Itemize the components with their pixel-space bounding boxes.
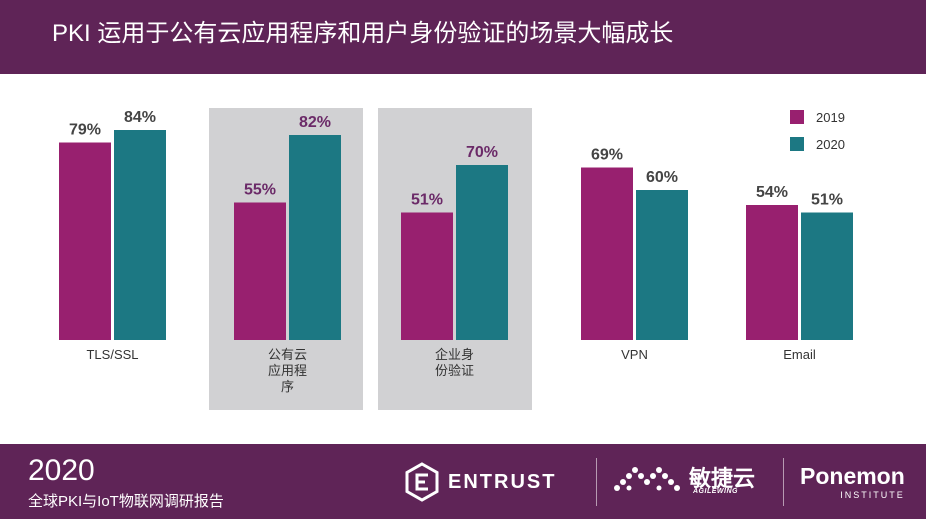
ponemon-logo: Ponemon INSTITUTE	[800, 464, 905, 500]
category-label: 应用程	[268, 363, 307, 378]
legend-swatch-2019	[790, 110, 804, 124]
category-label: 公有云	[268, 347, 307, 362]
bar-2019-4	[746, 205, 798, 340]
entrust-hexagon-icon	[405, 462, 439, 502]
data-label-2020-0: 84%	[124, 109, 156, 126]
agilewing-cn-wordmark: 敏捷云	[689, 466, 756, 491]
entrust-wordmark: ENTRUST	[448, 470, 557, 493]
ponemon-wordmark: Ponemon	[800, 463, 905, 489]
category-label: 企业身	[435, 347, 474, 362]
data-label-2020-3: 60%	[646, 169, 678, 186]
category-label: 份验证	[435, 363, 474, 378]
data-label-2020-1: 82%	[299, 114, 331, 131]
legend-label-2019: 2019	[816, 110, 845, 125]
bar-2019-3	[581, 167, 633, 340]
data-label-2020-2: 70%	[466, 144, 498, 161]
bar-2020-1	[289, 135, 341, 340]
category-label: Email	[783, 347, 816, 362]
bar-2020-3	[636, 190, 688, 340]
report-title: 全球PKI与IoT物联网调研报告	[28, 493, 224, 510]
bar-2020-4	[801, 212, 853, 340]
bar-2020-2	[456, 165, 508, 340]
bar-2019-2	[401, 212, 453, 340]
logo-divider	[783, 458, 784, 506]
entrust-logo: ENTRUST	[404, 462, 556, 502]
data-label-2019-1: 55%	[244, 182, 276, 199]
data-label-2019-0: 79%	[69, 122, 101, 139]
report-year: 2020	[28, 454, 95, 487]
ponemon-institute: INSTITUTE	[840, 490, 905, 500]
data-label-2019-3: 69%	[591, 147, 623, 164]
page-title: PKI 运用于公有云应用程序和用户身份验证的场景大幅成长	[52, 20, 674, 47]
agilewing-dots-icon	[614, 467, 680, 491]
category-label: TLS/SSL	[86, 347, 138, 362]
category-label: VPN	[621, 347, 648, 362]
bar-2019-0	[59, 142, 111, 340]
category-label: 序	[281, 379, 294, 394]
agilewing-logo: 敏捷云 AGILEWING	[613, 464, 756, 495]
legend-label-2020: 2020	[816, 137, 845, 152]
logo-divider	[596, 458, 597, 506]
bar-2019-1	[234, 202, 286, 340]
legend-swatch-2020	[790, 137, 804, 151]
title-bar: PKI 运用于公有云应用程序和用户身份验证的场景大幅成长	[0, 0, 926, 74]
agilewing-en-wordmark: AGILEWING	[693, 488, 738, 495]
data-label-2019-2: 51%	[411, 192, 443, 209]
footer: 2020 全球PKI与IoT物联网调研报告 ENTRUST 敏捷云 AGILEW…	[0, 444, 926, 519]
data-label-2019-4: 54%	[756, 184, 788, 201]
data-label-2020-4: 51%	[811, 192, 843, 209]
bar-2020-0	[114, 130, 166, 340]
